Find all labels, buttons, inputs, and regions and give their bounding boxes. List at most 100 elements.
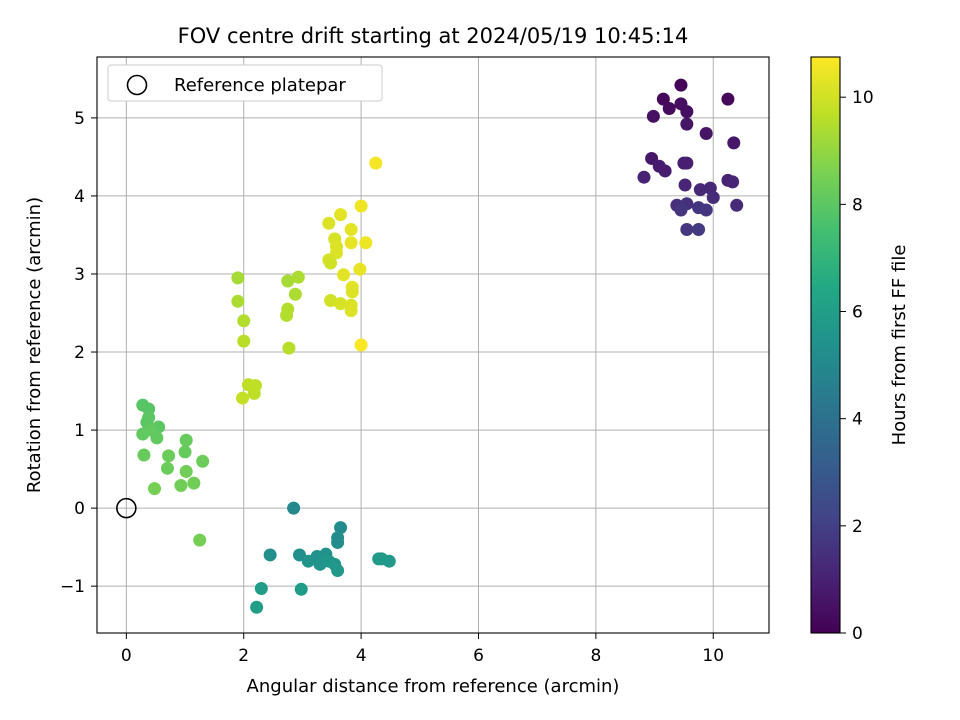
- data-point: [699, 126, 713, 140]
- data-point: [160, 461, 174, 475]
- data-point: [353, 262, 367, 276]
- data-point: [250, 600, 264, 614]
- y-tick-label: 5: [74, 109, 85, 129]
- data-point: [287, 501, 301, 515]
- data-point: [331, 535, 345, 549]
- data-point: [179, 464, 193, 478]
- data-point: [231, 294, 245, 308]
- data-point: [281, 274, 295, 288]
- colorbar-label: Hours from first FF file: [889, 245, 910, 446]
- legend-marker-icon: [126, 74, 148, 96]
- data-point: [291, 270, 305, 284]
- data-point: [294, 582, 308, 596]
- data-point: [354, 338, 368, 352]
- data-point: [282, 341, 296, 355]
- data-point: [196, 454, 210, 468]
- colorbar-tick-label: 6: [852, 303, 863, 323]
- data-point: [706, 190, 720, 204]
- plot-frame: [96, 56, 770, 634]
- legend-entry: Reference platepar: [174, 75, 346, 96]
- data-point: [148, 482, 162, 496]
- colorbar-tick-label: 2: [852, 517, 863, 537]
- data-point: [187, 476, 201, 490]
- legend: Reference platepar: [107, 64, 383, 102]
- data-point: [674, 78, 688, 92]
- data-point: [331, 564, 345, 578]
- data-point: [344, 222, 358, 236]
- data-point: [692, 222, 706, 236]
- data-point: [137, 448, 151, 462]
- data-point: [162, 449, 176, 463]
- data-point: [236, 391, 250, 405]
- data-point: [254, 582, 268, 596]
- y-tick-label: 2: [74, 343, 85, 363]
- data-point: [678, 178, 692, 192]
- data-point: [726, 175, 740, 189]
- data-point: [247, 386, 261, 400]
- data-point: [263, 548, 277, 562]
- y-tick-label: 1: [74, 421, 85, 441]
- data-point: [150, 431, 164, 445]
- y-axis-label: Rotation from reference (arcmin): [24, 197, 45, 493]
- data-point: [646, 109, 660, 123]
- data-point: [369, 156, 383, 170]
- data-point: [656, 92, 670, 106]
- y-tick-label: 3: [74, 265, 85, 285]
- data-point: [334, 208, 348, 222]
- legend-box: [107, 64, 383, 102]
- data-point: [730, 198, 744, 212]
- data-point: [344, 304, 358, 318]
- y-tick-label: 4: [74, 187, 85, 207]
- data-point: [727, 136, 741, 150]
- data-points: [136, 78, 744, 614]
- data-point: [354, 199, 368, 213]
- data-point: [193, 533, 207, 547]
- colorbar: [810, 56, 841, 634]
- data-point: [237, 314, 251, 328]
- data-point: [680, 156, 694, 170]
- data-point: [674, 203, 688, 217]
- x-axis-ticks: 0 2 4 6 8 10: [121, 633, 724, 666]
- colorbar-tick-label: 10: [852, 88, 874, 108]
- x-axis-label: Angular distance from reference (arcmin): [247, 676, 620, 697]
- chart-title: FOV centre drift starting at 2024/05/19 …: [178, 24, 689, 48]
- data-point: [324, 294, 338, 308]
- data-point: [324, 256, 338, 270]
- data-point: [174, 478, 188, 492]
- data-point: [334, 521, 348, 535]
- data-point: [359, 236, 373, 250]
- data-point: [658, 164, 672, 178]
- colorbar-ticks: 0 2 4 6 8 10: [840, 88, 874, 644]
- x-tick-label: 0: [121, 646, 132, 666]
- data-point: [680, 105, 694, 119]
- data-point: [237, 334, 251, 348]
- data-point: [336, 268, 350, 282]
- data-point: [721, 92, 735, 106]
- data-point: [699, 203, 713, 217]
- data-point: [136, 427, 150, 441]
- data-point: [680, 222, 694, 236]
- colorbar-tick-label: 0: [852, 624, 863, 644]
- data-point: [301, 554, 315, 568]
- x-tick-label: 6: [473, 646, 484, 666]
- x-tick-label: 10: [702, 646, 724, 666]
- data-point: [231, 271, 245, 285]
- y-tick-label: 0: [74, 499, 85, 519]
- x-tick-label: 4: [356, 646, 367, 666]
- data-point: [344, 236, 358, 250]
- x-tick-label: 2: [238, 646, 249, 666]
- data-point: [178, 445, 192, 459]
- x-tick-label: 8: [590, 646, 601, 666]
- data-point: [322, 216, 336, 230]
- reference-point-marker: [116, 497, 137, 519]
- data-point: [637, 170, 651, 184]
- data-point: [345, 285, 359, 299]
- colorbar-tick-label: 8: [852, 195, 863, 215]
- data-point: [334, 297, 348, 311]
- data-point: [662, 102, 676, 116]
- colorbar-tick-label: 4: [852, 410, 863, 430]
- data-point: [382, 554, 396, 568]
- y-tick-label: −1: [60, 577, 85, 597]
- data-point: [288, 287, 302, 301]
